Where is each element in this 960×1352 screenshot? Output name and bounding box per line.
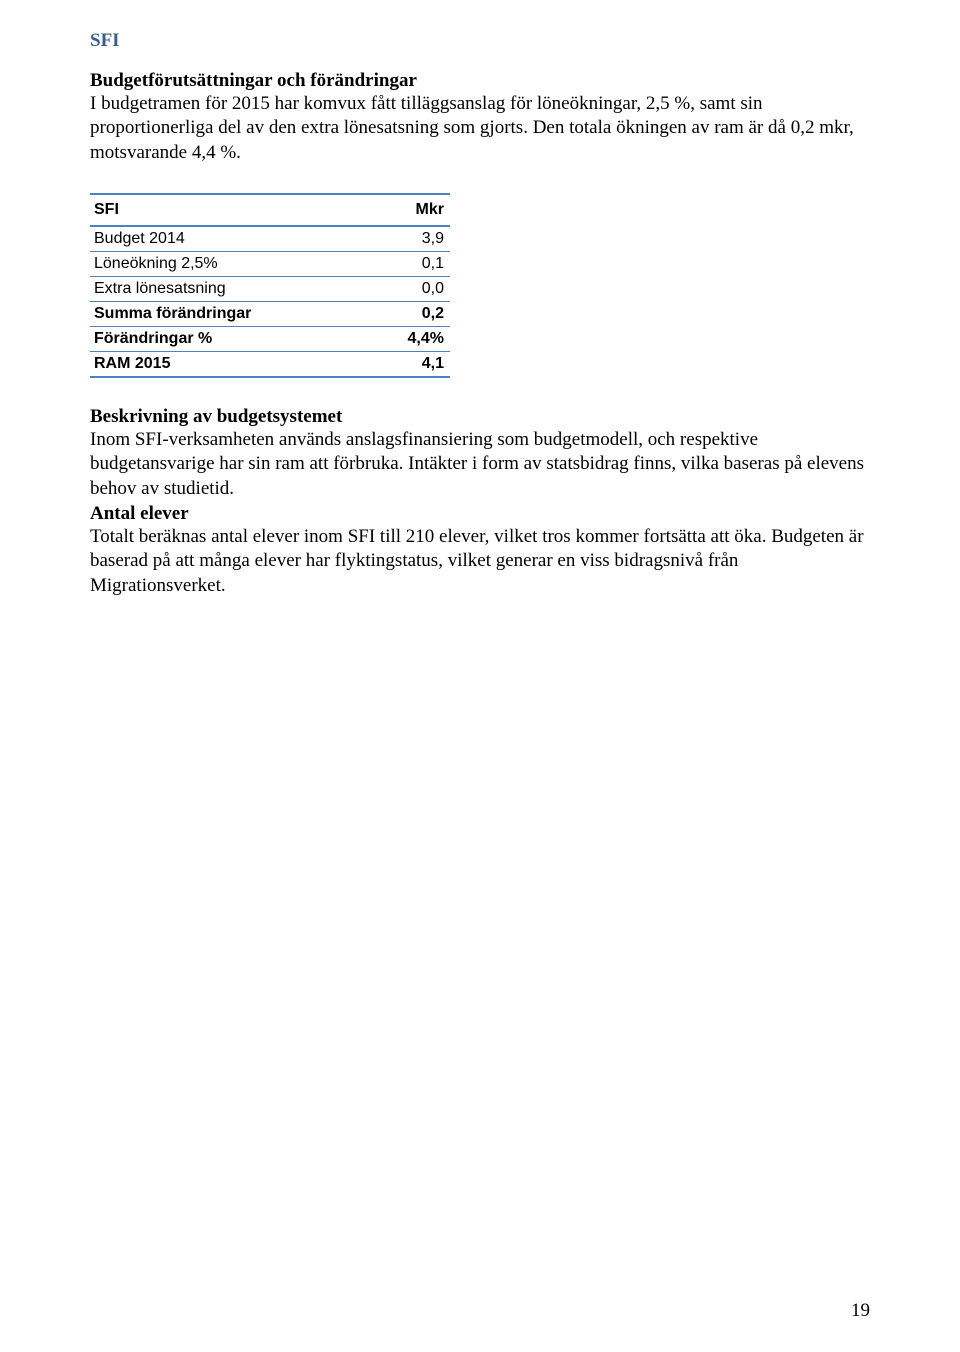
table-row: Budget 2014 3,9 [90, 226, 450, 252]
cell-value: 0,2 [371, 301, 450, 326]
cell-label: Budget 2014 [90, 226, 371, 252]
para2-heading: Beskrivning av budgetsystemet [90, 406, 870, 428]
cell-value: 0,1 [371, 251, 450, 276]
budget-table: SFI Mkr Budget 2014 3,9 Löneökning 2,5% … [90, 193, 450, 378]
cell-label: Extra lönesatsning [90, 276, 371, 301]
para3-text: Totalt beräknas antal elever inom SFI ti… [90, 525, 870, 598]
table-row: RAM 2015 4,1 [90, 351, 450, 377]
cell-label: Förändringar % [90, 326, 371, 351]
table-header-row: SFI Mkr [90, 194, 450, 226]
para2-text: Inom SFI-verksamheten används anslagsfin… [90, 428, 870, 501]
table-header-label: SFI [90, 194, 371, 226]
table-row: Extra lönesatsning 0,0 [90, 276, 450, 301]
paragraph-1: Budgetförutsättningar och förändringar I… [90, 70, 870, 165]
cell-label: Löneökning 2,5% [90, 251, 371, 276]
para1-heading: Budgetförutsättningar och förändringar [90, 70, 870, 92]
cell-label: RAM 2015 [90, 351, 371, 377]
section-title: SFI [90, 30, 870, 52]
paragraph-2: Beskrivning av budgetsystemet Inom SFI-v… [90, 406, 870, 501]
paragraph-3: Antal elever Totalt beräknas antal eleve… [90, 503, 870, 598]
table-row: Summa förändringar 0,2 [90, 301, 450, 326]
table: SFI Mkr Budget 2014 3,9 Löneökning 2,5% … [90, 193, 450, 378]
page-number: 19 [851, 1300, 870, 1322]
cell-value: 3,9 [371, 226, 450, 252]
cell-value: 0,0 [371, 276, 450, 301]
para3-heading: Antal elever [90, 503, 870, 525]
cell-value: 4,4% [371, 326, 450, 351]
table-header-unit: Mkr [371, 194, 450, 226]
para1-text: I budgetramen för 2015 har komvux fått t… [90, 92, 870, 165]
table-row: Förändringar % 4,4% [90, 326, 450, 351]
table-row: Löneökning 2,5% 0,1 [90, 251, 450, 276]
cell-value: 4,1 [371, 351, 450, 377]
cell-label: Summa förändringar [90, 301, 371, 326]
